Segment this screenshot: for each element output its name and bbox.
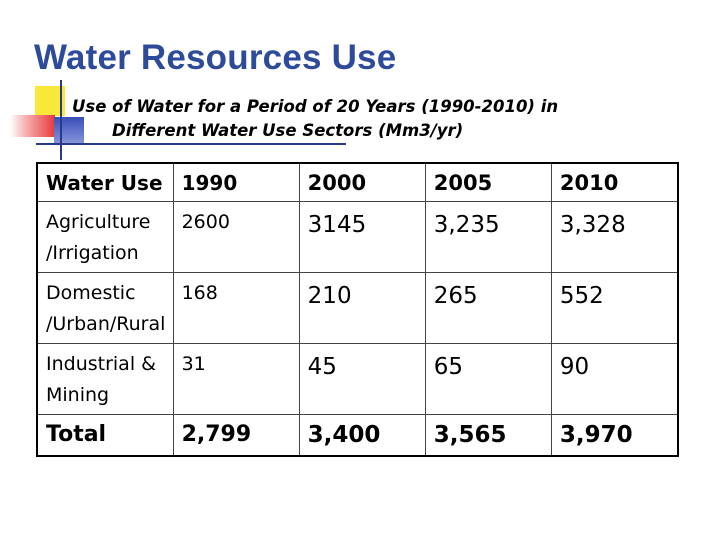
table-row: Domestic /Urban/Rural 168 210 265 552 bbox=[36, 272, 679, 344]
table-cell: 90 bbox=[550, 343, 679, 415]
header-cell-1990: 1990 bbox=[172, 162, 300, 202]
total-cell: 3,970 bbox=[550, 414, 679, 457]
header-cell-2000: 2000 bbox=[298, 162, 426, 202]
total-cell: 2,799 bbox=[172, 414, 300, 457]
table-row: Agriculture /Irrigation 2600 3145 3,235 … bbox=[36, 201, 679, 273]
header-cell-sector: Water Use bbox=[36, 162, 174, 202]
table-cell: 45 bbox=[298, 343, 426, 415]
table-cell: 31 bbox=[172, 343, 300, 415]
table-cell: 65 bbox=[424, 343, 552, 415]
table-header-row: Water Use 1990 2000 2005 2010 bbox=[36, 162, 679, 202]
vertical-rule bbox=[60, 80, 62, 160]
header-cell-2005: 2005 bbox=[424, 162, 552, 202]
total-cell: 3,565 bbox=[424, 414, 552, 457]
table-cell: 210 bbox=[298, 272, 426, 344]
caption-line-2: Different Water Use Sectors (Mm3/yr) bbox=[112, 121, 464, 140]
table-cell: 3,235 bbox=[424, 201, 552, 273]
table-cell: 265 bbox=[424, 272, 552, 344]
total-cell: 3,400 bbox=[298, 414, 426, 457]
horizontal-rule bbox=[36, 143, 346, 145]
table-cell: 3145 bbox=[298, 201, 426, 273]
table-cell: 2600 bbox=[172, 201, 300, 273]
blue-square-decoration bbox=[54, 117, 84, 145]
header-cell-2010: 2010 bbox=[550, 162, 679, 202]
table-caption: Use of Water for a Period of 20 Years (1… bbox=[72, 95, 672, 143]
row-label: Domestic /Urban/Rural bbox=[36, 272, 174, 344]
table-cell: 552 bbox=[550, 272, 679, 344]
page-title: Water Resources Use bbox=[34, 38, 397, 77]
caption-line-1: Use of Water for a Period of 20 Years (1… bbox=[72, 97, 559, 116]
table-total-row: Total 2,799 3,400 3,565 3,970 bbox=[36, 414, 679, 457]
water-use-table: Water Use 1990 2000 2005 2010 Agricultur… bbox=[36, 162, 679, 457]
red-bar-decoration bbox=[10, 115, 55, 137]
table-cell: 3,328 bbox=[550, 201, 679, 273]
total-label: Total bbox=[36, 414, 174, 457]
table-row: Industrial & Mining 31 45 65 90 bbox=[36, 343, 679, 415]
table-cell: 168 bbox=[172, 272, 300, 344]
row-label: Agriculture /Irrigation bbox=[36, 201, 174, 273]
row-label: Industrial & Mining bbox=[36, 343, 174, 415]
